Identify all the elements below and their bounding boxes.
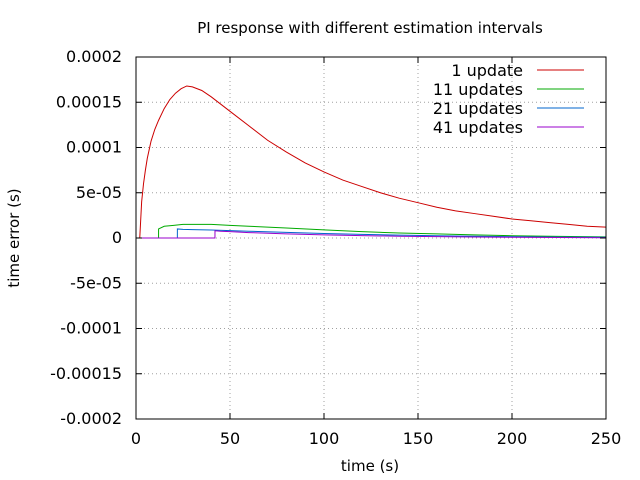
series-line-4	[136, 230, 607, 239]
ticks: 0 50 100 150 200 250 0.0002 0.00015 0.0001 5e-05 0…	[50, 47, 621, 448]
chart-title: PI response with different estimation in…	[197, 19, 543, 37]
y-tick-label: 0.0001	[66, 138, 122, 157]
y-tick-label: 0	[112, 228, 122, 247]
series-layer	[136, 85, 607, 239]
y-tick-label: 5e-05	[76, 183, 122, 202]
legend-label: 11 updates	[433, 80, 523, 99]
series-line-3	[136, 228, 607, 239]
legend-label: 21 updates	[433, 99, 523, 118]
y-tick-label: 0.00015	[56, 92, 122, 111]
x-tick-label: 250	[591, 429, 622, 448]
series-line-1	[136, 85, 607, 239]
y-axis-label: time error (s)	[5, 188, 23, 287]
y-tick-label: -5e-05	[70, 273, 122, 292]
grid	[136, 57, 606, 419]
y-tick-label: 0.0002	[66, 47, 122, 66]
x-tick-label: 0	[131, 429, 141, 448]
legend-label: 1 update	[451, 61, 523, 80]
x-tick-label: 200	[497, 429, 528, 448]
x-tick-label: 100	[309, 429, 340, 448]
x-axis-label: time (s)	[341, 457, 399, 475]
x-tick-label: 50	[220, 429, 240, 448]
series-line-2	[136, 223, 607, 239]
y-tick-label: -0.0001	[60, 319, 122, 338]
y-tick-label: -0.0002	[60, 409, 122, 428]
y-tick-label: -0.00015	[50, 364, 122, 383]
legend-label: 41 updates	[433, 118, 523, 137]
x-tick-label: 150	[403, 429, 434, 448]
